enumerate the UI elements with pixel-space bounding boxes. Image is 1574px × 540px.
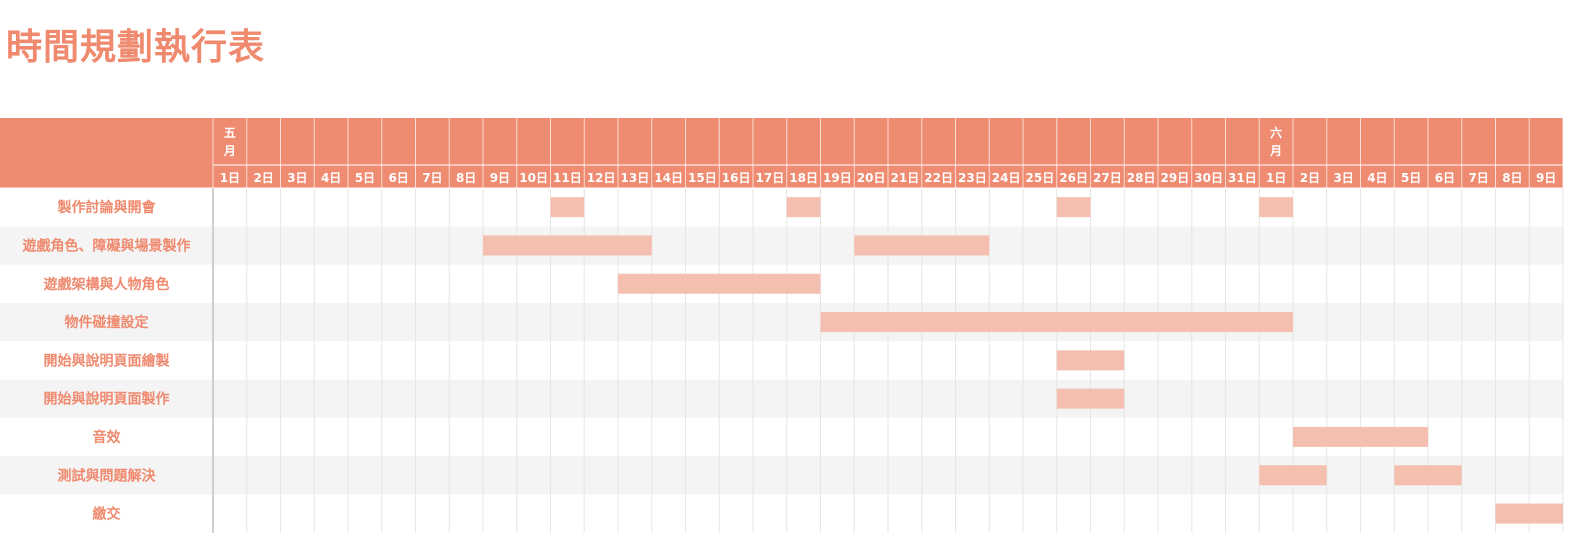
day-label: 6日 (1435, 171, 1455, 185)
month-label: 月 (1269, 144, 1282, 158)
task-bar (1293, 426, 1428, 447)
day-label: 8日 (456, 171, 476, 185)
month-label: 六 (1270, 125, 1282, 140)
task-bar (1495, 503, 1563, 524)
day-label: 2日 (1300, 171, 1320, 185)
day-label: 18日 (789, 171, 818, 185)
day-label: 7日 (422, 171, 442, 185)
task-bar (854, 235, 990, 256)
day-label: 13日 (621, 171, 650, 185)
day-label: 3日 (287, 171, 307, 185)
day-label: 10日 (519, 171, 548, 185)
row-shade (0, 226, 1563, 265)
day-label: 26日 (1059, 171, 1088, 185)
day-label: 4日 (1367, 171, 1387, 185)
day-label: 24日 (992, 171, 1021, 185)
row-shade (0, 302, 1563, 342)
day-label: 21日 (891, 171, 920, 185)
day-label: 1日 (1266, 171, 1286, 185)
day-label: 11日 (553, 171, 582, 185)
task-bar (786, 197, 821, 218)
task-bar (820, 312, 1293, 333)
row-shade (0, 379, 1563, 418)
task-bar (1056, 388, 1125, 409)
task-label: 音效 (93, 429, 122, 446)
task-bar (618, 273, 821, 294)
day-label: 15日 (688, 171, 717, 185)
task-label: 製作討論與開會 (57, 199, 157, 216)
day-label: 3日 (1333, 171, 1353, 185)
task-label: 測試與問題解決 (58, 467, 157, 484)
day-label: 2日 (253, 171, 273, 185)
day-label: 12日 (587, 171, 616, 185)
day-label: 5日 (1401, 171, 1421, 185)
task-bar (1056, 197, 1091, 218)
day-label: 20日 (857, 171, 886, 185)
day-label: 27日 (1093, 171, 1122, 185)
day-label: 5日 (355, 171, 375, 185)
row-shade (0, 456, 1563, 495)
day-label: 25日 (1026, 171, 1055, 185)
task-bar (1394, 465, 1462, 486)
day-label: 17日 (756, 171, 785, 185)
day-label: 9日 (1536, 171, 1556, 185)
header-band (0, 118, 1563, 188)
task-bar (1056, 350, 1125, 371)
task-label: 開始與說明頁面製作 (44, 391, 170, 408)
task-bar (550, 197, 585, 218)
task-label: 遊戲架構與人物角色 (44, 276, 170, 293)
day-label: 14日 (654, 171, 683, 185)
day-label: 29日 (1161, 171, 1190, 185)
day-label: 30日 (1194, 171, 1223, 185)
day-label: 28日 (1127, 171, 1156, 185)
day-label: 23日 (958, 171, 987, 185)
day-label: 1日 (220, 171, 240, 185)
task-label: 物件碰撞設定 (65, 314, 149, 331)
month-label: 月 (223, 144, 236, 158)
day-label: 4日 (321, 171, 341, 185)
task-bar (1259, 197, 1293, 218)
day-label: 31日 (1228, 171, 1257, 185)
task-bar (1259, 465, 1327, 486)
task-label: 遊戲角色、障礙與場景製作 (23, 237, 191, 254)
day-label: 6日 (388, 171, 408, 185)
day-label: 9日 (490, 171, 510, 185)
day-label: 7日 (1468, 171, 1488, 185)
month-label: 五 (224, 126, 236, 140)
day-label: 16日 (722, 171, 751, 185)
task-bar (483, 235, 652, 256)
page-title: 時間規劃執行表 (6, 27, 266, 68)
day-label: 22日 (924, 171, 953, 185)
day-label: 19日 (823, 171, 852, 185)
task-label: 繳交 (93, 506, 121, 523)
task-label: 開始與說明頁面繪製 (44, 352, 170, 369)
day-label: 8日 (1502, 171, 1522, 185)
